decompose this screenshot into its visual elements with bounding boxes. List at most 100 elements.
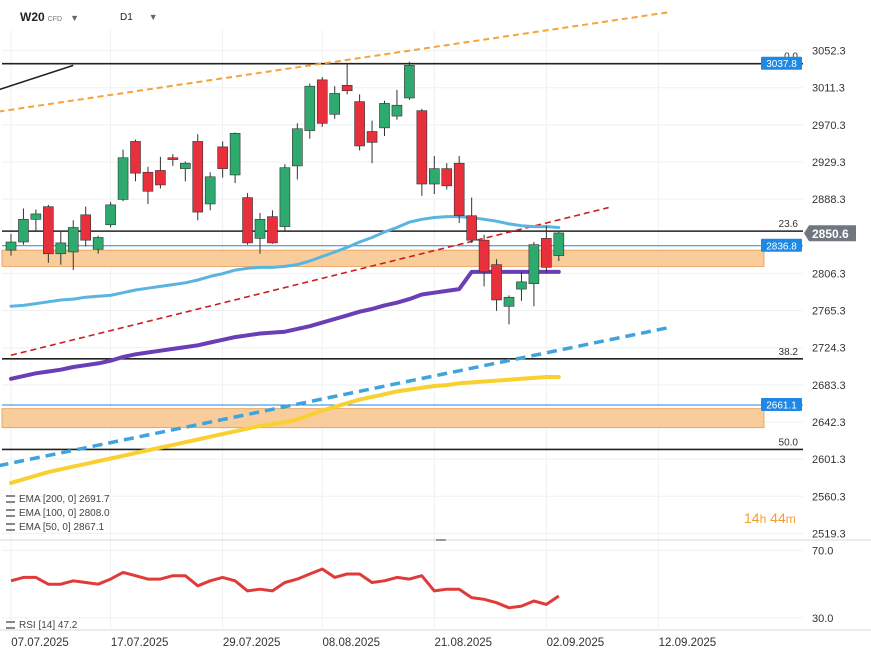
candle — [453, 155, 465, 223]
candle — [192, 134, 204, 221]
candle-body — [553, 232, 565, 256]
candle — [341, 63, 353, 95]
level-badge — [761, 56, 802, 70]
candle-body — [229, 132, 241, 176]
candle-body — [541, 238, 552, 268]
support-zone — [1, 408, 765, 429]
legend-ema50-text: EMA [50, 0] 2867.1 — [19, 522, 105, 533]
price-tick-label: 2929.3 — [812, 157, 846, 169]
legend-rsi-text: RSI [14] 47.2 — [19, 620, 78, 631]
price-tick-label: 2601.3 — [812, 454, 846, 466]
candle-body — [304, 85, 316, 131]
candle — [254, 213, 266, 254]
settings-icon[interactable] — [6, 523, 15, 531]
candle-body — [105, 204, 116, 226]
timeframe-selector[interactable]: D1 ▼ — [120, 12, 158, 23]
candle-body — [142, 171, 154, 192]
legend-ema200-text: EMA [200, 0] 2691.7 — [19, 494, 110, 505]
legend-ema100-text: EMA [100, 0] 2808.0 — [19, 508, 110, 519]
candle — [55, 232, 67, 265]
legend-rsi[interactable]: RSI [14] 47.2 — [6, 620, 77, 631]
rsi-tick-label: 30.0 — [812, 613, 833, 625]
timer-minutes-unit: m — [785, 512, 796, 526]
rsi-tick-label: 70.0 — [812, 545, 833, 557]
candle-body — [180, 162, 191, 169]
candle-body — [155, 170, 166, 186]
candle — [292, 123, 303, 180]
candle-body — [192, 141, 204, 213]
candle — [379, 100, 390, 137]
candle-body — [292, 128, 303, 167]
candle-body — [379, 103, 390, 129]
price-tick-label: 2683.3 — [812, 380, 846, 392]
candle-body — [67, 227, 79, 253]
candle — [316, 77, 328, 127]
date-tick-label: 29.07.2025 — [223, 637, 281, 649]
level-badge-label: 2836.8 — [766, 241, 797, 252]
candle-body — [354, 101, 365, 147]
date-tick-label: 17.07.2025 — [111, 637, 169, 649]
candle-body — [204, 176, 216, 205]
legend-ema100[interactable]: EMA [100, 0] 2808.0 — [6, 508, 110, 519]
candle-body — [341, 84, 353, 92]
settings-icon[interactable] — [6, 495, 15, 503]
candle-body — [167, 157, 179, 160]
candle-body — [453, 162, 465, 217]
candle-body — [80, 214, 91, 241]
symbol-dropdown-icon[interactable]: ▼ — [70, 13, 79, 23]
level-badge-label: 2661.1 — [766, 400, 797, 411]
price-tick-label: 2806.3 — [812, 268, 846, 280]
candle-body — [404, 65, 415, 99]
fib-label: 23.6 — [779, 219, 799, 230]
candle-body — [528, 244, 540, 284]
fib-label: 38.2 — [779, 347, 799, 358]
candle — [217, 141, 228, 178]
support-zone — [1, 249, 765, 267]
settings-icon[interactable] — [6, 509, 15, 517]
legend-ema200[interactable]: EMA [200, 0] 2691.7 — [6, 494, 110, 505]
candle-body — [316, 79, 328, 124]
date-tick-label: 07.07.2025 — [11, 637, 69, 649]
candle-body — [366, 131, 378, 143]
candle — [117, 149, 129, 202]
price-tick-label: 2642.3 — [812, 417, 846, 429]
candle — [80, 206, 91, 247]
candle — [155, 156, 166, 189]
trendline — [0, 10, 671, 113]
instrument-type: CFD — [47, 16, 63, 23]
candle-body — [92, 237, 104, 250]
trendline — [0, 325, 672, 468]
candle — [391, 89, 403, 120]
candle-body — [428, 168, 440, 185]
candle — [516, 271, 527, 301]
candle — [229, 132, 241, 184]
date-tick-label: 12.09.2025 — [659, 637, 717, 649]
date-tick-label: 02.09.2025 — [547, 637, 605, 649]
candle-body — [516, 281, 527, 290]
candle — [416, 108, 428, 196]
symbol-selector[interactable]: W20 CFD ▼ — [20, 10, 79, 24]
timeframe-dropdown-icon[interactable]: ▼ — [148, 12, 158, 22]
candle-body — [18, 219, 29, 243]
candle-body — [503, 296, 515, 307]
candle — [404, 61, 415, 100]
candle — [478, 234, 490, 287]
candle-body — [491, 264, 502, 301]
candle-body — [242, 197, 253, 244]
candle — [304, 83, 316, 139]
candle-body — [329, 93, 341, 115]
price-tick-label: 2560.3 — [812, 491, 846, 503]
candle — [92, 235, 104, 254]
legend-ema50[interactable]: EMA [50, 0] 2867.1 — [6, 522, 104, 533]
settings-icon[interactable] — [6, 621, 15, 629]
candle — [491, 259, 502, 311]
candle — [354, 94, 365, 151]
level-badge — [761, 397, 802, 411]
candle-body — [5, 241, 17, 251]
candle — [553, 232, 565, 262]
candle — [428, 155, 440, 194]
price-tick-label: 2724.3 — [812, 343, 846, 355]
timeframe-label: D1 — [120, 12, 133, 23]
candle — [43, 204, 54, 263]
